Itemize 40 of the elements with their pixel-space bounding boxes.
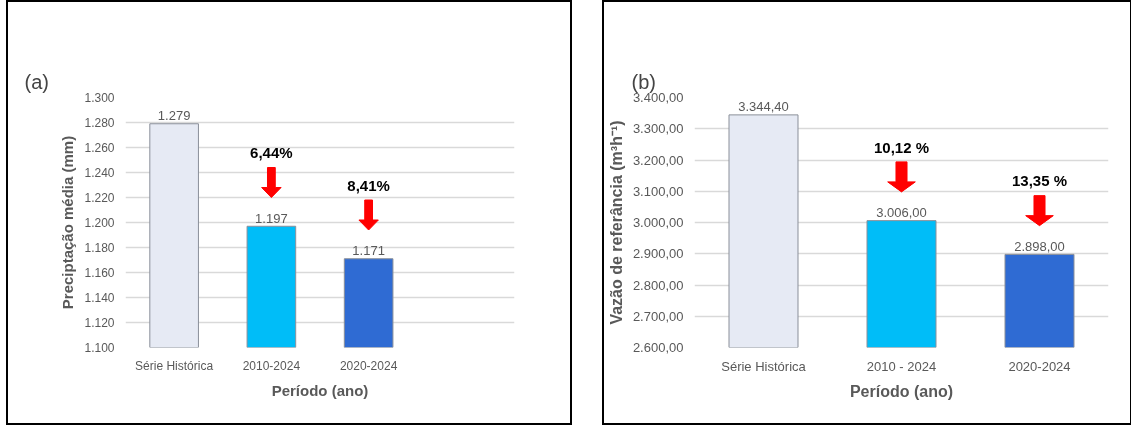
y-tick-label: 1.100: [84, 341, 115, 355]
y-tick-label: 2.900,00: [632, 246, 684, 262]
y-tick-label: 1.160: [84, 266, 115, 280]
y-tick-label: 1.180: [84, 241, 115, 255]
y-tick-label: 1.260: [84, 141, 115, 155]
x-tick-label: 2010-2024: [242, 358, 301, 373]
y-tick-label: 1.120: [84, 316, 115, 330]
x-tick-label: Série Histórica: [135, 358, 214, 373]
y-tick-label: 3.300,00: [632, 121, 684, 137]
y-tick-label: 1.280: [84, 116, 115, 130]
y-tick-label: 1.200: [84, 216, 115, 230]
y-axis-title: Preciptação média (mm): [59, 135, 77, 310]
x-tick-label: Série Histórica: [721, 358, 807, 374]
chart-title: (a): [24, 70, 49, 93]
x-axis-title: Período (ano): [271, 381, 369, 399]
x-tick-label: 2010 - 2024: [866, 358, 937, 374]
data-label: 1.197: [255, 210, 288, 226]
y-tick-label: 1.240: [84, 166, 115, 180]
y-tick-label: 1.140: [84, 291, 115, 305]
y-axis-title: Vazão de referância (m³h⁻¹): [607, 120, 625, 325]
annotation: 8,41%: [347, 176, 390, 194]
y-tick-label: 2.700,00: [632, 308, 684, 324]
y-tick-label: 1.300: [84, 91, 115, 105]
y-tick-label: 3.200,00: [632, 152, 684, 168]
y-tick-label: 3.100,00: [632, 183, 684, 199]
y-tick-label: 2.800,00: [632, 277, 684, 293]
y-tick-label: 1.220: [84, 191, 115, 205]
x-tick-label: 2020-2024: [339, 358, 398, 373]
annotation: 10,12 %: [873, 138, 930, 156]
data-label: 1.171: [352, 243, 385, 258]
x-tick-label: 2020-2024: [1008, 358, 1071, 374]
data-label: 2.898,00: [1014, 238, 1065, 254]
y-tick-label: 3.000,00: [632, 215, 684, 230]
y-tick-label: 2.600,00: [632, 340, 684, 355]
x-axis-title: Período (ano): [849, 382, 954, 400]
data-label: 1.279: [157, 108, 191, 123]
annotation: 6,44%: [250, 144, 293, 162]
data-label: 3.006,00: [876, 204, 927, 220]
data-label: 3.344,40: [738, 99, 789, 115]
annotation: 13,35 %: [1011, 172, 1068, 190]
